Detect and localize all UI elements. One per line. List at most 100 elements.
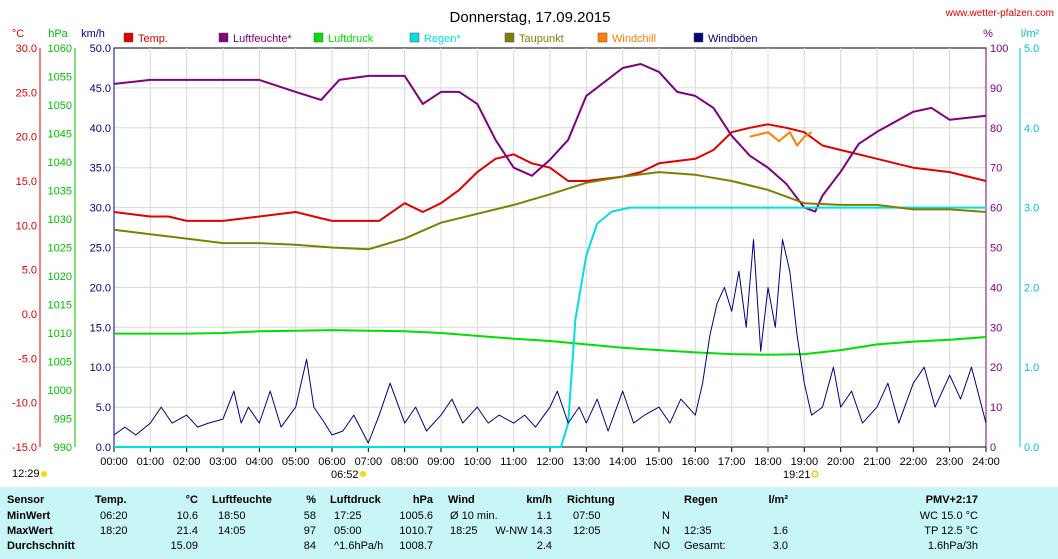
humidity-tick-label: 80	[990, 123, 1002, 135]
legend-swatch	[218, 32, 229, 43]
temp-tick-label: 25.0	[16, 87, 37, 99]
stats-cell-extra: WC 15.0 °C	[919, 510, 978, 522]
temp-tick-label: -15.0	[12, 442, 37, 454]
x-tick-label: 22:00	[900, 456, 928, 468]
series-temp	[113, 123, 987, 222]
x-tick-label: 20:00	[827, 456, 855, 468]
x-tick-label: 02:00	[173, 456, 201, 468]
x-tick-label: 21:00	[863, 456, 891, 468]
rain-tick-label: 1.0	[1024, 362, 1039, 374]
wind-tick-label: 50.0	[90, 43, 111, 55]
wind-tick-label: 45.0	[90, 83, 111, 95]
stats-cell-label: MaxWert	[7, 525, 53, 537]
x-tick-label: 07:00	[355, 456, 383, 468]
hdr-wind: Wind	[448, 494, 475, 506]
pressure-unit-label: hPa	[48, 28, 68, 40]
legend-label: Temp.	[138, 33, 168, 45]
x-tick-label: 16:00	[682, 456, 710, 468]
rain-tick-label: 5.0	[1024, 43, 1039, 55]
chart-grid	[113, 47, 987, 448]
stats-cell-t_val: 10.6	[176, 510, 198, 522]
temp-tick-label: 5.0	[22, 265, 37, 277]
pressure-tick-label: 1020	[48, 271, 72, 283]
legend-label: Windchill	[612, 33, 656, 45]
stats-cell-r_time: Gesamt:	[684, 540, 726, 552]
stats-cell-p_time: ^1.6hPa/h	[334, 540, 384, 552]
temp-tick-label: 0.0	[22, 309, 37, 321]
stats-cell-p_time: 17:25	[334, 510, 362, 522]
stats-table: Sensor Temp. °C Luftfeuchte % Luftdruck …	[0, 487, 1058, 559]
series-gusts	[113, 239, 987, 444]
legend-swatch	[313, 32, 324, 43]
stats-cell-h_time: 18:50	[218, 510, 246, 522]
stats-cell-p_val: 1008.7	[399, 540, 433, 552]
x-tick-label: 10:00	[464, 456, 492, 468]
legend-swatch	[693, 32, 704, 43]
humidity-tick-label: 0	[990, 442, 996, 454]
series-dewpoint	[113, 171, 987, 251]
legend-swatch	[597, 32, 608, 43]
pressure-tick-label: 1015	[48, 300, 72, 312]
stats-cell-p_val: 1010.7	[399, 525, 433, 537]
wind-tick-label: 20.0	[90, 282, 111, 294]
stats-cell-h_val: 84	[303, 540, 316, 552]
rain-tick-label: 4.0	[1024, 123, 1039, 135]
stats-cell-h_val: 97	[303, 525, 316, 537]
stats-cell-d_time: 12:05	[573, 525, 601, 537]
pressure-tick-label: 1010	[48, 328, 72, 340]
stats-cell-t_time: 18:20	[100, 525, 128, 537]
legend-label: Regen*	[424, 33, 461, 45]
sunrise-icon	[360, 471, 366, 477]
temp-tick-label: -5.0	[18, 353, 37, 365]
rain-tick-label: 3.0	[1024, 203, 1039, 215]
humidity-tick-label: 10	[990, 402, 1002, 414]
x-tick-label: 15:00	[645, 456, 673, 468]
x-tick-label: 19:00	[791, 456, 819, 468]
stats-cell-w_time: Ø 10 min.	[450, 510, 498, 522]
x-tick-label: 18:00	[754, 456, 782, 468]
stats-cell-extra: 1.6hPa/3h	[927, 540, 978, 552]
x-tick-label: 23:00	[936, 456, 964, 468]
legend-label: Luftdruck	[328, 33, 374, 45]
hdr-temp: Temp.	[95, 494, 127, 506]
x-tick-label: 01:00	[137, 456, 165, 468]
legend-swatch	[504, 32, 515, 43]
humidity-tick-label: 20	[990, 362, 1002, 374]
sunset-time: 19:21	[783, 469, 811, 481]
stats-cell-w_val: 1.1	[536, 510, 552, 522]
stats-cell-t_val: 21.4	[176, 525, 198, 537]
chart-axes: 00:00 01:00 02:00 03:00 04:00 05:00 06:00 07:00…	[12, 43, 1039, 468]
x-tick-label: 11:00	[500, 456, 527, 468]
series-windchill	[749, 131, 813, 147]
x-tick-label: 12:00	[536, 456, 564, 468]
x-tick-label: 04:00	[246, 456, 274, 468]
hdr-pmv: PMV+2:17	[925, 494, 978, 506]
humidity-tick-label: 30	[990, 322, 1002, 334]
x-tick-label: 09:00	[427, 456, 455, 468]
series-humidity	[113, 63, 987, 213]
stats-cell-extra: TP 12.5 °C	[924, 525, 978, 537]
chart-title: Donnerstag, 17.09.2015	[450, 9, 611, 26]
pressure-tick-label: 1000	[48, 385, 72, 397]
sunrise-time: 06:52	[331, 469, 359, 481]
stats-cell-label: MinWert	[7, 510, 51, 522]
stats-cell-label: Durchschnitt	[7, 540, 75, 552]
stats-cell-t_time: 06:20	[100, 510, 128, 522]
stats-cell-r_val: 1.6	[772, 525, 788, 537]
x-tick-label: 03:00	[209, 456, 237, 468]
x-tick-label: 08:00	[391, 456, 419, 468]
hdr-temp-unit: °C	[185, 494, 198, 506]
pressure-tick-label: 1035	[48, 186, 72, 198]
pressure-tick-label: 1060	[48, 43, 72, 55]
temp-unit-label: °C	[12, 28, 24, 40]
x-tick-label: 24:00	[972, 456, 1000, 468]
hdr-rain: Regen	[684, 494, 718, 506]
website-link[interactable]: www.wetter-pfalzen.com	[945, 8, 1054, 19]
pressure-tick-label: 1055	[48, 72, 72, 84]
legend-swatch	[409, 32, 420, 43]
humidity-tick-label: 100	[990, 43, 1008, 55]
stats-cell-d_val: N	[662, 525, 670, 537]
rain-tick-label: 2.0	[1024, 282, 1039, 294]
wind-tick-label: 15.0	[90, 322, 111, 334]
chart-legend: Temp. Luftfeuchte* Luftdruck Regen* Taupunkt…	[123, 32, 758, 45]
